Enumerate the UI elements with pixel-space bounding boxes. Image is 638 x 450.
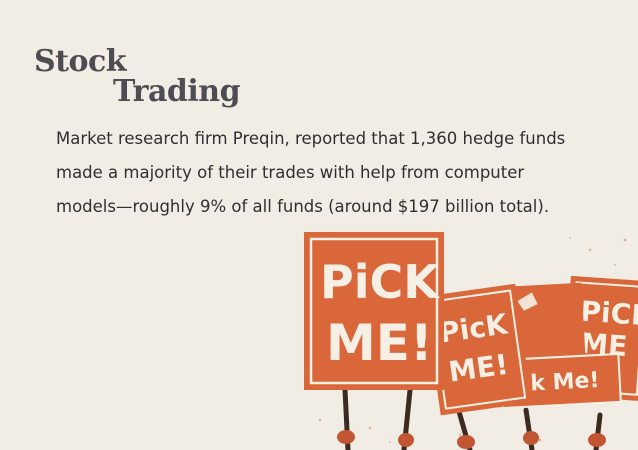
slide-title-line-1: Stock — [34, 44, 127, 79]
body-line-3: models—roughly 9% of all funds (around $… — [56, 197, 550, 216]
sign-1: PiCK ME! — [304, 232, 444, 390]
slide-title-line-2: Trading — [113, 74, 241, 109]
paint-speckles — [318, 237, 627, 443]
body-line-1: Market research firm Preqin, reported th… — [56, 129, 566, 148]
sign-1-line-2: ME! — [326, 314, 433, 372]
slide-body-text: Market research firm Preqin, reported th… — [56, 122, 616, 224]
body-line-2: made a majority of their trades with hel… — [56, 163, 525, 182]
sign-2: PicK ME! — [424, 283, 532, 416]
sign-4-line-1: PiCK — [579, 295, 638, 333]
sign-1-line-1: PiCK — [320, 255, 441, 309]
pick-me-signs-illustration: PiCK ME ick Me! PicK ME! PiCK — [300, 230, 638, 450]
sign-2-line-2: ME! — [447, 348, 511, 389]
hands — [337, 430, 606, 449]
